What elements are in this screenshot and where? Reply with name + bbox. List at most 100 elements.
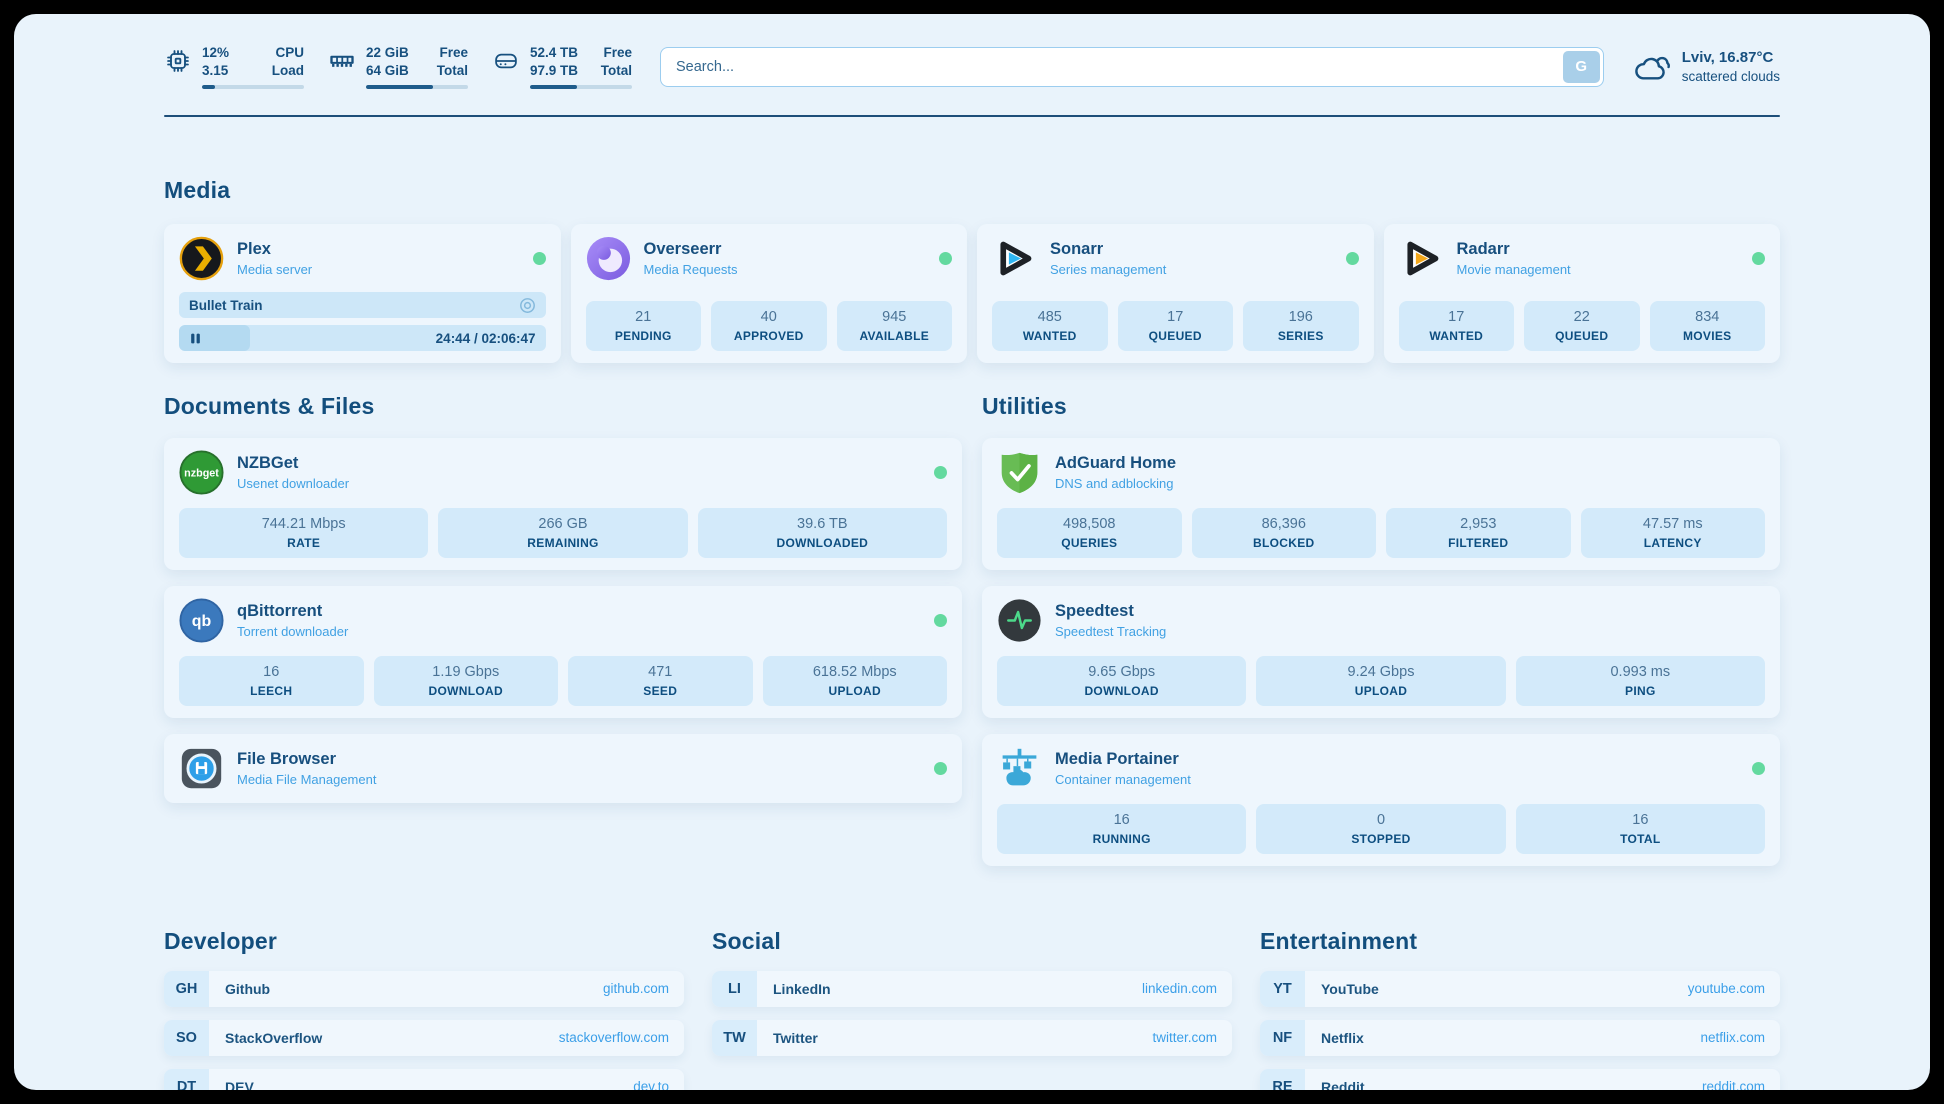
stat-label: UPLOAD xyxy=(1354,683,1408,698)
bookmark-link-youtube[interactable]: YT YouTube youtube.com xyxy=(1260,970,1780,1007)
stat-pill: 21 PENDING xyxy=(585,301,701,352)
stat-value: 39.6 TB xyxy=(797,516,848,533)
service-name: Media Portainer xyxy=(1055,749,1179,768)
bookmark-sections: Developer GH Github github.com SO StackOverfl… xyxy=(164,928,1780,1090)
service-card-adguard-home[interactable]: AdGuard Home DNS and adblocking 498,508 QUE… xyxy=(982,438,1780,570)
bookmark-link-netflix[interactable]: NF Netflix netflix.com xyxy=(1260,1019,1780,1056)
system-stat-labels: Free Total xyxy=(437,44,468,79)
stat-pill: 471 SEED xyxy=(568,655,753,706)
service-card-nzbget[interactable]: nzbget NZBGet Usenet downloader 744.21 Mbps… xyxy=(164,438,962,570)
bookmark-name: Github xyxy=(225,980,271,997)
stat-label: AVAILABLE xyxy=(859,329,930,344)
bookmark-link-github[interactable]: GH Github github.com xyxy=(164,970,684,1007)
stat-value: 485 xyxy=(1037,309,1062,326)
bookmark-abbr-tag: NF xyxy=(1260,1019,1305,1056)
playback-progress-fill xyxy=(179,325,251,352)
system-stat-labels: CPU Load xyxy=(272,44,304,79)
bookmark-abbr-tag: YT xyxy=(1260,970,1305,1007)
stat-pill: 618.52 Mbps UPLOAD xyxy=(762,655,947,706)
system-stat-label: Free xyxy=(439,45,468,60)
stat-pill: 744.21 Mbps RATE xyxy=(179,508,429,558)
search-input[interactable] xyxy=(664,58,1563,75)
service-card-header: qb qBittorrent Torrent downloader xyxy=(179,598,947,643)
service-subtitle: Torrent downloader xyxy=(237,623,349,639)
stat-pills: 21 PENDING 40 APPROVED 945 AVAILABLE xyxy=(585,288,952,352)
system-stat-body: 12% 3.15 CPU Load xyxy=(202,44,304,90)
stat-value: 40 xyxy=(760,309,777,326)
filebrowser-icon xyxy=(179,746,224,791)
stat-value: 1.19 Gbps xyxy=(432,663,500,680)
section-utilities: Utilities AdGuard Home DNS and adblocking… xyxy=(982,393,1780,866)
system-stat-value: 64 GiB xyxy=(366,62,409,78)
stat-pill: 0.993 ms PING xyxy=(1515,655,1765,706)
online-status-dot xyxy=(934,761,947,775)
service-card-header: Overseerr Media Requests xyxy=(586,236,952,281)
bookmark-link-dev[interactable]: DT DEV dev.to xyxy=(164,1068,684,1090)
stat-value: 9.65 Gbps xyxy=(1088,663,1156,680)
service-name: AdGuard Home xyxy=(1055,454,1177,473)
stat-label: QUEUED xyxy=(1148,329,1202,344)
section-media: Media Plex Media server Bullet Train 24:44 … xyxy=(164,177,1780,364)
nzbget-icon: nzbget xyxy=(179,450,224,495)
stat-pills: 485 WANTED 17 QUEUED 196 SERIES xyxy=(992,288,1359,352)
service-name: NZBGet xyxy=(237,454,299,473)
system-stat-progress-fill xyxy=(530,85,577,90)
service-card-speedtest[interactable]: Speedtest Speedtest Tracking 9.65 Gbps DOWN… xyxy=(982,585,1780,718)
service-name: Speedtest xyxy=(1055,602,1134,621)
stat-label: REMAINING xyxy=(527,535,599,550)
service-card-media-portainer[interactable]: Media Portainer Container management 16 RUN… xyxy=(982,733,1780,866)
service-card-header: Speedtest Speedtest Tracking xyxy=(997,598,1765,643)
system-stat-label: CPU xyxy=(275,45,304,60)
media-cards-row: Plex Media server Bullet Train 24:44 / 02:0… xyxy=(164,224,1780,364)
service-card-radarr[interactable]: Radarr Movie management 17 WANTED 22 QUEUED 83… xyxy=(1383,224,1780,364)
system-stat-label: Free xyxy=(603,45,632,60)
bookmark-name: DEV xyxy=(225,1078,254,1090)
service-subtitle: Movie management xyxy=(1456,261,1571,277)
search-bar: G xyxy=(660,46,1604,87)
stat-value: 834 xyxy=(1695,309,1720,326)
service-name: qBittorrent xyxy=(237,602,323,621)
service-subtitle: Speedtest Tracking xyxy=(1055,623,1167,639)
system-stat-values: 22 GiB 64 GiB xyxy=(366,44,409,79)
service-subtitle: Usenet downloader xyxy=(237,475,350,491)
stat-pill: 2,953 FILTERED xyxy=(1386,508,1571,558)
bookmark-abbr-tag: TW xyxy=(712,1019,757,1056)
stat-label: SEED xyxy=(643,683,678,698)
bookmark-abbr-tag: RE xyxy=(1260,1068,1305,1090)
service-subtitle: DNS and adblocking xyxy=(1055,475,1174,491)
stat-label: SERIES xyxy=(1277,329,1324,344)
stat-value: 9.24 Gbps xyxy=(1347,663,1415,680)
stat-value: 0 xyxy=(1376,811,1386,828)
service-card-qbittorrent[interactable]: qb qBittorrent Torrent downloader 16 LEECH 1.… xyxy=(164,585,962,718)
bookmark-abbr-tag: GH xyxy=(164,970,209,1007)
service-card-overseerr[interactable]: Overseerr Media Requests 21 PENDING 40 APPROV… xyxy=(570,224,967,364)
search-engine-button[interactable]: G xyxy=(1562,50,1600,83)
stat-value: 471 xyxy=(648,663,673,680)
online-status-dot xyxy=(532,252,546,266)
service-card-file-browser[interactable]: File Browser Media File Management xyxy=(164,733,962,803)
system-stat-progress-fill xyxy=(202,85,216,90)
stat-value: 47.57 ms xyxy=(1642,516,1703,533)
system-stat-value: 12% xyxy=(202,45,230,60)
online-status-dot xyxy=(934,613,947,627)
stat-value: 86,396 xyxy=(1261,516,1306,533)
system-stat-values: 12% 3.15 xyxy=(202,44,229,79)
service-card-sonarr[interactable]: Sonarr Series management 485 WANTED 17 QUEUED… xyxy=(977,224,1374,364)
bookmark-link-twitter[interactable]: TW Twitter twitter.com xyxy=(712,1019,1232,1056)
service-subtitle: Media Requests xyxy=(643,261,738,277)
bookmark-list: GH Github github.com SO StackOverflow stackov… xyxy=(164,970,684,1090)
service-card-plex[interactable]: Plex Media server Bullet Train 24:44 / 02:0… xyxy=(164,224,561,364)
system-stat: 22 GiB 64 GiB Free Total xyxy=(328,44,468,90)
speedtest-icon xyxy=(997,598,1042,643)
bookmark-link-stackoverflow[interactable]: SO StackOverflow stackoverflow.com xyxy=(164,1019,684,1056)
bookmark-link-linkedin[interactable]: LI LinkedIn linkedin.com xyxy=(712,970,1232,1007)
system-stat-value: 3.15 xyxy=(202,62,229,78)
bookmark-link-reddit[interactable]: RE Reddit reddit.com xyxy=(1260,1068,1780,1090)
service-card-header: File Browser Media File Management xyxy=(179,746,947,791)
now-playing-row: Bullet Train xyxy=(179,292,546,319)
bookmark-name: Netflix xyxy=(1321,1029,1364,1046)
system-stat-values: 52.4 TB 97.9 TB xyxy=(530,44,578,79)
stat-pill: 40 APPROVED xyxy=(711,301,827,352)
stat-label: WANTED xyxy=(1022,329,1077,344)
stat-pill: 266 GB REMAINING xyxy=(438,508,688,558)
